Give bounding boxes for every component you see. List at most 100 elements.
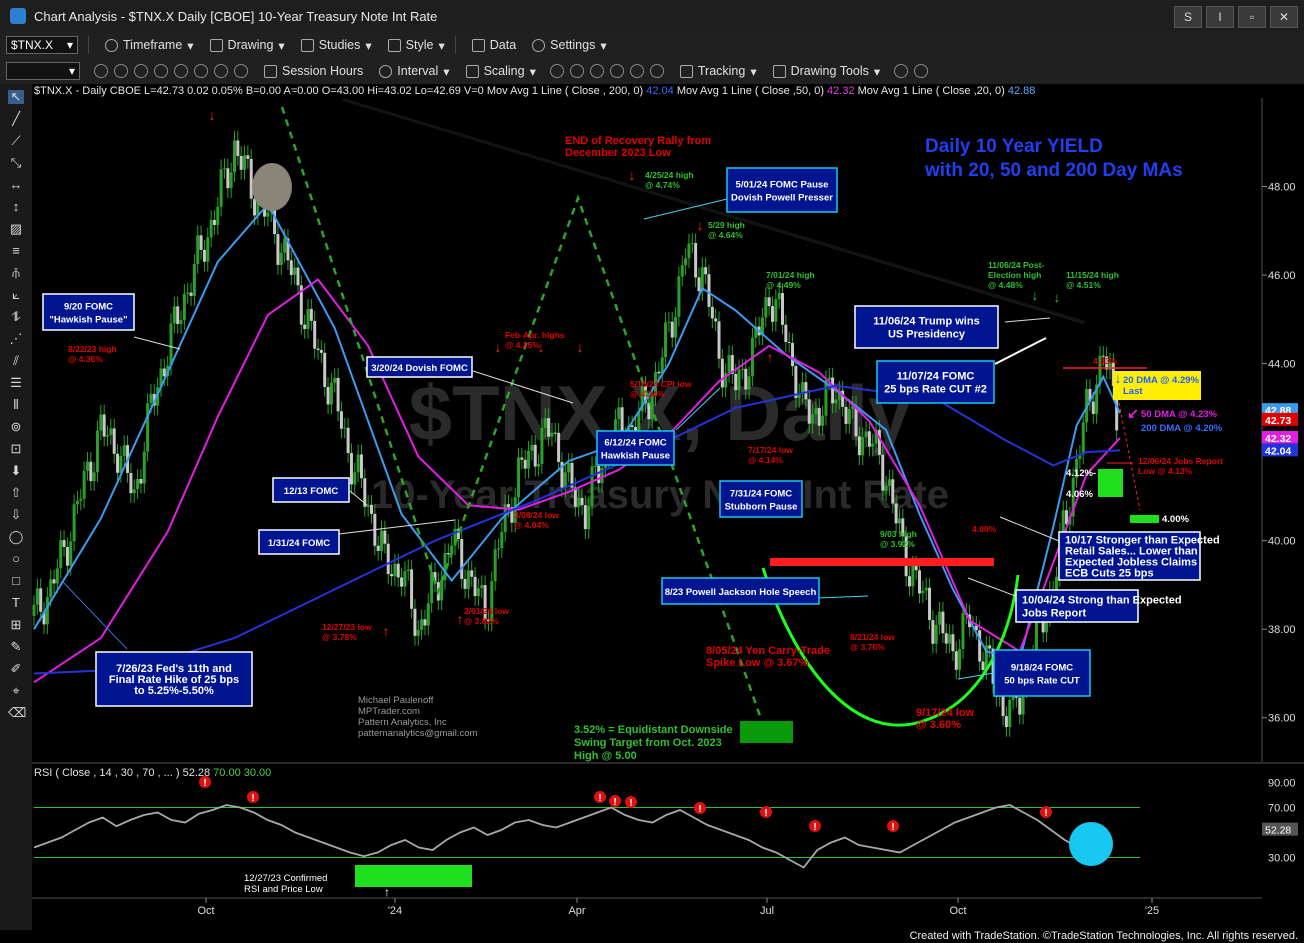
workspace-select[interactable]: ▾	[6, 62, 80, 80]
style-menu[interactable]: Style ▾	[387, 38, 445, 53]
annotation-box	[726, 167, 838, 213]
settings-menu[interactable]: Settings ▾	[532, 38, 607, 53]
up-arrow-icon[interactable]: ⇧	[10, 485, 22, 500]
circle-icon[interactable]: ○	[12, 551, 20, 566]
pointer-icon[interactable]: ↖	[8, 90, 24, 104]
area-icon[interactable]	[609, 64, 624, 78]
chat-icon[interactable]	[914, 64, 929, 78]
session-hours-menu[interactable]: Session Hours	[264, 64, 363, 78]
price-candle	[727, 355, 731, 373]
price-candle	[109, 428, 113, 436]
price-candle	[1105, 356, 1109, 370]
tracking-menu[interactable]: Tracking ▾	[679, 64, 757, 79]
target-zone-box	[740, 721, 793, 743]
ray-icon[interactable]: ⟋	[11, 133, 21, 148]
bars-icon[interactable]	[569, 64, 584, 78]
vertical-line-icon[interactable]: ↕	[12, 199, 20, 214]
price-candle	[1095, 384, 1099, 414]
drawing-tools-menu[interactable]: Drawing Tools ▾	[772, 64, 880, 79]
price-candle	[704, 267, 708, 275]
grid-icon[interactable]	[649, 64, 664, 78]
pitchfork-icon[interactable]: ⫚	[12, 265, 20, 280]
channel-icon[interactable]: ▨	[9, 221, 23, 236]
price-candle	[299, 285, 303, 325]
data-menu[interactable]: Data	[471, 38, 516, 52]
rsi-value: 52.28	[182, 767, 211, 779]
speed-lines-icon[interactable]: ⋰	[9, 331, 23, 346]
measure-icon[interactable]: ⌖	[12, 683, 20, 698]
line-icon[interactable]	[589, 64, 604, 78]
cycle-icon[interactable]: ⊚	[10, 419, 22, 434]
symbol-input[interactable]: $TNX.X ▾	[6, 36, 78, 54]
brush-icon[interactable]: ✎	[10, 639, 22, 654]
text-icon[interactable]: T	[12, 595, 20, 610]
price-tag-label: 42.32	[1265, 433, 1291, 445]
trendline-icon[interactable]: ╱	[12, 111, 20, 126]
annotation-box-text: 12/13 FOMC	[284, 486, 339, 497]
refresh-icon[interactable]	[154, 64, 168, 78]
symbol-link-button[interactable]: S	[1174, 6, 1202, 28]
fib-icon[interactable]: ≡	[12, 243, 20, 258]
price-candle	[998, 693, 1002, 697]
annotation-box-text: 25 bps Rate CUT #2	[884, 384, 987, 396]
down-arrow-icon[interactable]: ⇩	[10, 507, 22, 522]
studies-menu[interactable]: Studies ▾	[300, 38, 372, 53]
drawing-menu[interactable]: Drawing ▾	[209, 38, 285, 53]
price-candle	[657, 371, 661, 374]
price-candle	[49, 579, 53, 597]
arrow-icon[interactable]: ⬇	[10, 463, 22, 478]
chart-info-line: $TNX.X - Daily CBOE L=42.73 0.02 0.05% B…	[34, 85, 1035, 97]
gann-icon[interactable]: ⟀	[12, 287, 20, 302]
interval-menu[interactable]: Interval ▾	[379, 64, 450, 79]
ruler-icon[interactable]: ⊞	[10, 617, 22, 632]
crosshair-icon[interactable]	[214, 64, 228, 78]
extended-line-icon[interactable]: ⤡	[10, 155, 22, 170]
dots-icon[interactable]	[629, 64, 644, 78]
price-tag	[1262, 403, 1298, 417]
red-annotation-text: Spike Low @ 3.67%	[706, 657, 809, 669]
close-button[interactable]: ✕	[1270, 6, 1298, 28]
fib-time-icon[interactable]: ⦀	[13, 397, 19, 412]
cursor-icon[interactable]	[234, 64, 248, 78]
price-candle	[132, 489, 136, 494]
time-tick-label: Apr	[568, 905, 585, 917]
timeframe-menu[interactable]: Timeframe ▾	[105, 38, 194, 53]
regression-icon[interactable]: ⥮	[11, 309, 21, 324]
pan-icon[interactable]	[134, 64, 148, 78]
scaling-menu[interactable]: Scaling ▾	[465, 64, 536, 79]
price-tag-label: 42.73	[1265, 415, 1291, 427]
maximize-button[interactable]: ▫	[1238, 6, 1266, 28]
eraser-icon[interactable]: ⌫	[8, 705, 27, 720]
price-tag	[1262, 412, 1298, 426]
price-candle	[617, 407, 621, 420]
annotation-box-text: 5/01/24 FOMC Pause	[736, 180, 829, 191]
annotation-box-text: 11/06/24 Trump wins	[873, 316, 979, 328]
annotation-box-text: Final Rate Hike of 25 bps	[109, 674, 239, 686]
fib-circle-icon[interactable]: ⊡	[10, 441, 22, 456]
rectangle-icon[interactable]: □	[12, 573, 20, 588]
zoom-in-icon[interactable]	[94, 64, 108, 78]
price-candle	[620, 407, 624, 437]
fib-extension-icon[interactable]: ☰	[10, 375, 22, 390]
info-button[interactable]: I	[1206, 6, 1234, 28]
link-icon[interactable]	[194, 64, 208, 78]
ellipse-icon[interactable]: ◯	[8, 529, 24, 544]
price-candle	[984, 645, 988, 671]
fit-icon[interactable]	[174, 64, 188, 78]
candles-icon[interactable]	[549, 64, 564, 78]
price-candle	[737, 369, 741, 391]
ma20-highlight-box	[1113, 371, 1201, 400]
share-icon[interactable]	[894, 64, 909, 78]
rsi-signal-dot	[887, 820, 899, 832]
footer-credit: Created with TradeStation. ©TradeStation…	[909, 930, 1298, 942]
zoom-out-icon[interactable]	[114, 64, 128, 78]
price-candle	[623, 436, 627, 445]
fib-fan-icon[interactable]: ⫽	[13, 353, 19, 368]
price-candle	[232, 140, 236, 173]
horizontal-line-icon[interactable]: ↔	[9, 177, 23, 192]
annotation-box-text: Hawkish Pause	[601, 451, 670, 462]
red-annotation-text: 8/05/24 Yen Carry-Trade	[706, 645, 830, 657]
bar-chart-icon	[471, 38, 485, 52]
highlighter-icon[interactable]: ✐	[10, 661, 22, 676]
